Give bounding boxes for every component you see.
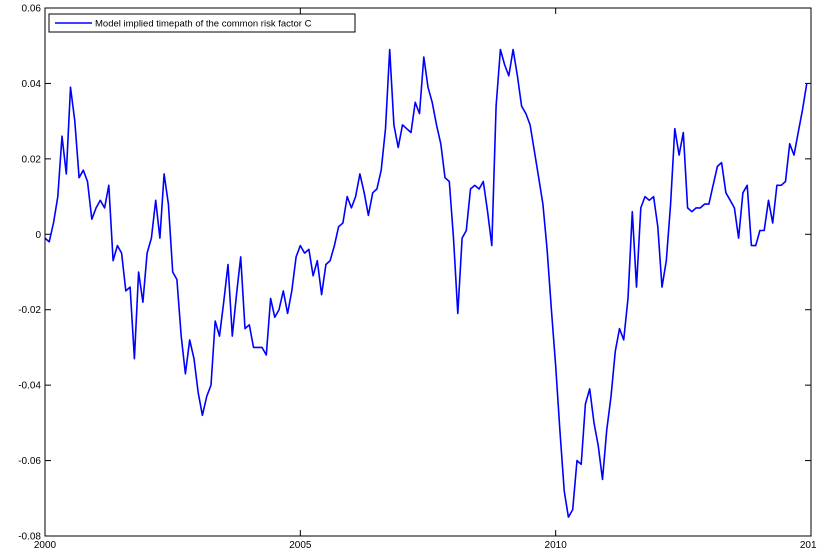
series-line-common-risk-factor-c bbox=[44, 48, 808, 518]
ytick-label: 0 bbox=[35, 230, 41, 241]
ytick-label: -0.06 bbox=[18, 456, 41, 467]
ytick-label: 0.02 bbox=[22, 154, 42, 165]
xtick-label: 2005 bbox=[289, 540, 312, 551]
ytick-label: 0.04 bbox=[22, 79, 42, 90]
axis-tick-labels: -0.08 -0.06 -0.04 -0.02 0 0.02 0.04 0.06 2000 200… bbox=[18, 4, 817, 552]
legend: Model implied timepath of the common ris… bbox=[48, 13, 356, 33]
xtick-label: 2010 bbox=[545, 540, 568, 551]
ytick-label: -0.02 bbox=[18, 305, 41, 316]
xtick-label: 2000 bbox=[34, 540, 57, 551]
legend-box bbox=[48, 13, 356, 33]
plot-frame bbox=[44, 7, 812, 537]
ytick-label: -0.08 bbox=[18, 532, 41, 543]
xtick-label: 2015 bbox=[800, 540, 817, 551]
ytick-label: -0.04 bbox=[18, 381, 41, 392]
legend-label: Model implied timepath of the common ris… bbox=[95, 19, 312, 30]
ytick-label: 0.06 bbox=[22, 4, 42, 15]
